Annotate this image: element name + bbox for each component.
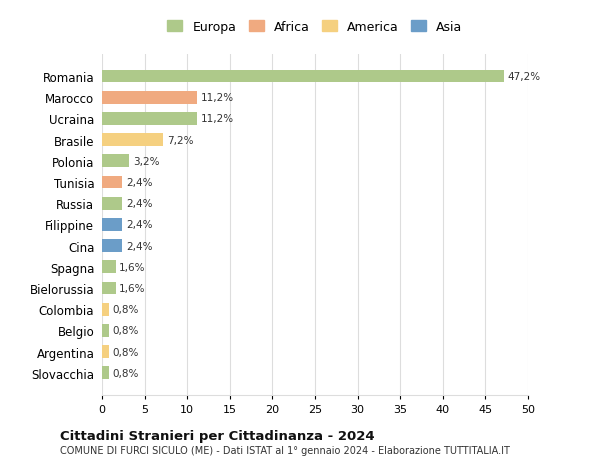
Text: 0,8%: 0,8% (112, 304, 139, 314)
Bar (102, 155, 129, 168)
Text: 2,4%: 2,4% (126, 199, 152, 209)
Text: 2,4%: 2,4% (126, 241, 152, 251)
Bar (102, 197, 122, 210)
Text: 1,6%: 1,6% (119, 283, 146, 293)
Text: 7,2%: 7,2% (167, 135, 193, 146)
Bar (102, 282, 116, 295)
Text: 11,2%: 11,2% (201, 114, 234, 124)
Text: 1,6%: 1,6% (119, 262, 146, 272)
Bar (102, 92, 197, 104)
Bar (102, 346, 109, 358)
Bar (102, 134, 163, 147)
Text: Cittadini Stranieri per Cittadinanza - 2024: Cittadini Stranieri per Cittadinanza - 2… (60, 429, 374, 442)
Bar (102, 71, 504, 83)
Bar (102, 240, 122, 252)
Text: 2,4%: 2,4% (126, 220, 152, 230)
Bar (102, 176, 122, 189)
Bar (102, 218, 122, 231)
Bar (102, 113, 197, 125)
Text: 3,2%: 3,2% (133, 157, 159, 167)
Text: 11,2%: 11,2% (201, 93, 234, 103)
Text: 0,8%: 0,8% (112, 347, 139, 357)
Text: 2,4%: 2,4% (126, 178, 152, 188)
Text: COMUNE DI FURCI SICULO (ME) - Dati ISTAT al 1° gennaio 2024 - Elaborazione TUTTI: COMUNE DI FURCI SICULO (ME) - Dati ISTAT… (60, 445, 510, 455)
Bar (102, 325, 109, 337)
Text: 47,2%: 47,2% (508, 72, 541, 82)
Bar (102, 367, 109, 379)
Text: 0,8%: 0,8% (112, 326, 139, 336)
Bar (102, 261, 116, 274)
Text: 0,8%: 0,8% (112, 368, 139, 378)
Legend: Europa, Africa, America, Asia: Europa, Africa, America, Asia (164, 17, 466, 38)
Bar (102, 303, 109, 316)
